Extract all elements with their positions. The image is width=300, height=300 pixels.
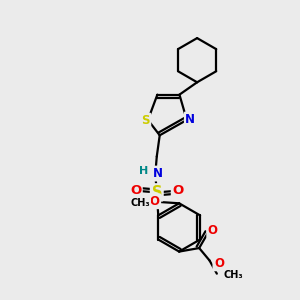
Text: O: O	[208, 224, 218, 237]
Text: H: H	[140, 166, 149, 176]
Text: CH₃: CH₃	[130, 198, 150, 208]
Text: CH₃: CH₃	[223, 270, 243, 280]
Text: O: O	[214, 257, 224, 270]
Text: O: O	[150, 195, 160, 208]
Text: S: S	[152, 185, 162, 200]
Text: O: O	[130, 184, 141, 197]
Text: S: S	[141, 114, 150, 127]
Text: N: N	[185, 113, 195, 126]
Text: O: O	[172, 184, 184, 197]
Text: N: N	[153, 167, 163, 180]
